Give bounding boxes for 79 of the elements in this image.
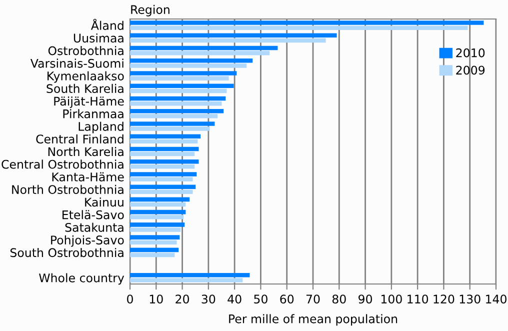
- y-tick-label: Åland: [90, 18, 124, 30]
- x-tick-label: 50: [254, 294, 268, 304]
- x-tick-label: 70: [306, 294, 320, 304]
- bar: [130, 235, 180, 240]
- bar: [130, 164, 195, 169]
- legend-label: 2009: [456, 66, 485, 75]
- bar: [130, 20, 484, 25]
- x-tick-label: 110: [408, 294, 428, 304]
- bar: [130, 197, 190, 202]
- y-tick-label: Varsinais-Suomi: [30, 58, 124, 68]
- bar: [130, 278, 243, 282]
- x-tick-label: 120: [434, 294, 454, 304]
- y-tick-label: Päijät-Häme: [54, 96, 124, 108]
- x-tick-label: 80: [332, 294, 346, 304]
- bar: [130, 108, 224, 114]
- bar: [130, 152, 195, 156]
- bar: [130, 84, 234, 88]
- y-tick-label: North Ostrobothnia: [12, 184, 124, 194]
- bar: [130, 177, 193, 182]
- bar: [130, 184, 196, 189]
- bar: [130, 126, 210, 131]
- bar: [130, 228, 181, 232]
- bar: [130, 122, 215, 126]
- bar: [130, 26, 468, 30]
- bar: [130, 76, 229, 80]
- y-tick-label: Pirkanmaa: [63, 109, 124, 118]
- y-tick-label: Etelä-Savo: [62, 210, 124, 220]
- bar: [130, 273, 250, 278]
- bar: [130, 50, 270, 56]
- bar: [130, 190, 193, 194]
- y-tick-label: Kanta-Häme: [52, 172, 124, 182]
- y-tick-label: Lapland: [78, 122, 124, 134]
- y-tick-label: Pohjois-Savo: [51, 235, 124, 247]
- y-tick-label: South Ostrobothnia: [10, 248, 124, 258]
- bar: [130, 202, 186, 207]
- x-tick-label: 90: [358, 294, 372, 304]
- y-tick-label: Kainuu: [85, 197, 124, 207]
- y-tick-label: Kymenlaakso: [48, 71, 124, 83]
- y-axis-title: Region: [131, 4, 170, 16]
- legend-label: 2010: [456, 48, 485, 58]
- bar: [130, 146, 199, 152]
- bar: [130, 240, 177, 244]
- bar: [130, 38, 326, 43]
- bar: [130, 64, 247, 68]
- x-tick-label: 60: [280, 294, 294, 304]
- x-tick-label: 20: [176, 294, 190, 304]
- bar: [130, 101, 222, 106]
- bar: [130, 159, 199, 164]
- x-tick-label: 0: [127, 294, 133, 304]
- x-tick-label: 100: [381, 294, 402, 304]
- x-tick-label: 40: [228, 294, 242, 304]
- y-tick-label: Uusimaa: [74, 33, 124, 43]
- bar: [130, 114, 218, 118]
- bar: [130, 134, 201, 138]
- bar: [130, 214, 184, 220]
- bar: [130, 222, 185, 227]
- y-tick-label: Satakunta: [65, 222, 124, 232]
- bar: [130, 252, 175, 258]
- x-tick-label: 130: [460, 294, 480, 304]
- bar: [130, 248, 179, 252]
- bar: [130, 46, 278, 50]
- y-tick-label: Central Finland: [36, 134, 124, 144]
- bar: [130, 210, 186, 214]
- x-tick-label: 30: [202, 294, 216, 304]
- x-axis-title: Per mille of mean population: [229, 314, 398, 326]
- bar: [130, 172, 197, 176]
- x-tick-label: 10: [150, 294, 163, 304]
- y-tick-label: Whole country: [39, 273, 124, 285]
- bar: [130, 139, 198, 144]
- bar: [130, 88, 227, 94]
- y-tick-label: North Karelia: [48, 147, 124, 156]
- bar: [130, 71, 237, 76]
- y-tick-label: Central Ostrobothnia: [2, 160, 124, 169]
- y-tick-label: South Karelia: [46, 84, 124, 94]
- bar: [130, 96, 226, 101]
- bar: [130, 33, 337, 38]
- x-tick-label: 140: [486, 294, 506, 304]
- bar: [130, 58, 253, 63]
- y-tick-label: Ostrobothnia: [48, 46, 124, 56]
